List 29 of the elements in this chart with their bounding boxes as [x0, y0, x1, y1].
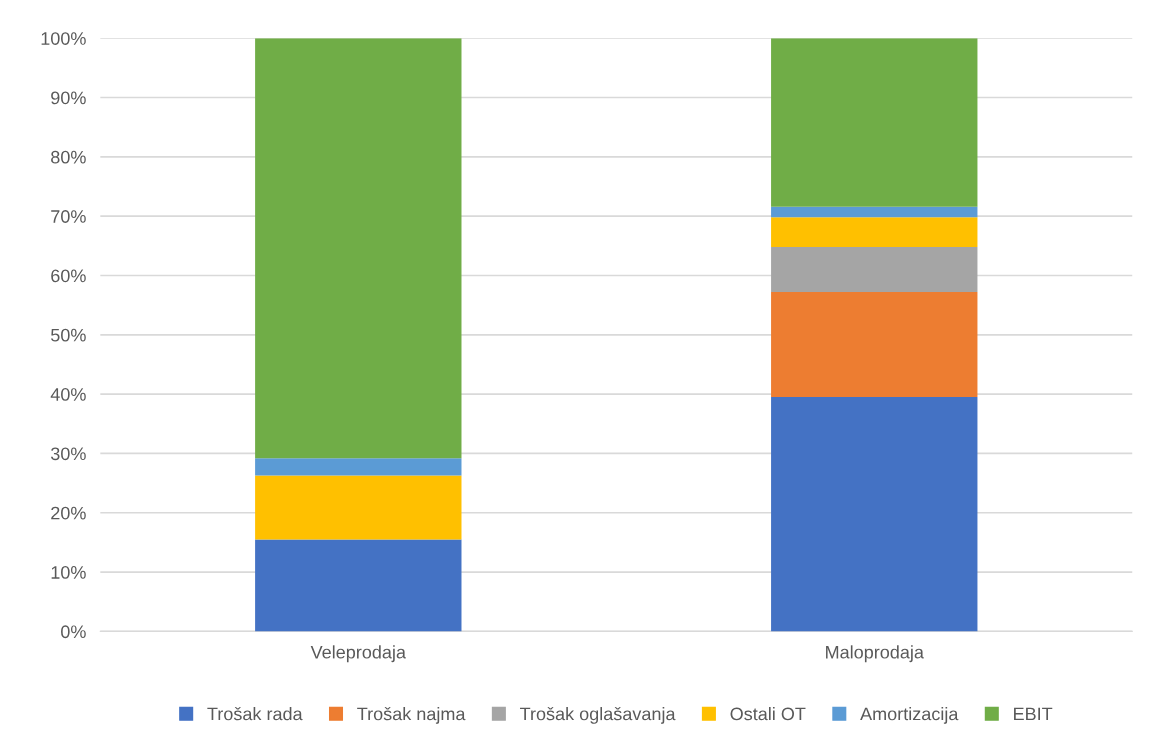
x-tick-label: Veleprodaja: [310, 645, 406, 663]
y-tick-label: 90%: [51, 91, 86, 105]
y-tick-label: 30%: [50, 447, 86, 461]
bar: [771, 247, 978, 293]
bar: [255, 38, 462, 459]
bar: [771, 292, 978, 398]
y-tick-label: 20%: [51, 506, 86, 520]
bar: [771, 397, 978, 632]
y-tick-label: 100%: [41, 32, 86, 45]
y-tick-label: 60%: [51, 269, 86, 283]
legend-label: EBIT: [1014, 707, 1053, 721]
bar: [771, 206, 978, 218]
legend-label: Trošak rada: [207, 706, 303, 721]
bar: [255, 539, 462, 632]
y-tick-label: 40%: [50, 388, 86, 401]
legend-label: Amortizacija: [860, 707, 959, 724]
y-tick-label: 80%: [51, 150, 86, 164]
bar: [771, 38, 978, 207]
bar: [255, 458, 462, 476]
x-tick-label: Maloprodaja: [826, 645, 924, 663]
y-tick-label: 50%: [51, 328, 86, 342]
legend-label: Ostali OT: [730, 707, 806, 721]
y-tick-label: 70%: [51, 210, 86, 223]
y-tick-label: 10%: [51, 566, 86, 579]
legend-label: Trošak najma: [357, 706, 466, 724]
legend-label: Trošak oglašavanja: [520, 706, 676, 724]
y-tick-label: 0%: [61, 625, 86, 639]
bar: [255, 475, 462, 540]
bar: [771, 217, 978, 248]
